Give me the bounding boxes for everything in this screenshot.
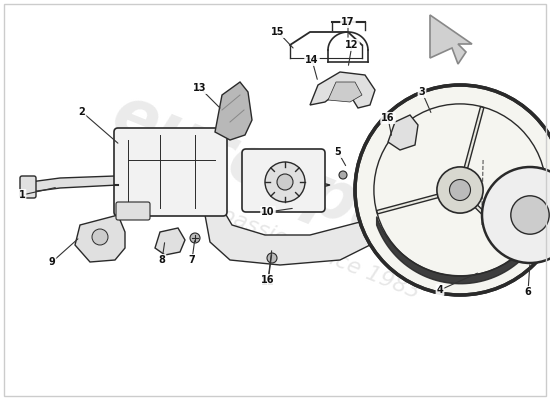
Circle shape <box>355 85 550 295</box>
Circle shape <box>511 196 549 234</box>
Text: 15: 15 <box>271 27 285 37</box>
Text: 7: 7 <box>189 255 195 265</box>
Text: 14: 14 <box>305 55 319 65</box>
Text: 13: 13 <box>193 83 207 93</box>
Circle shape <box>437 167 483 213</box>
Polygon shape <box>155 228 185 255</box>
Polygon shape <box>30 176 118 192</box>
Circle shape <box>449 180 470 200</box>
FancyBboxPatch shape <box>114 128 227 216</box>
FancyBboxPatch shape <box>242 149 325 212</box>
Circle shape <box>267 253 277 263</box>
Text: 1: 1 <box>19 190 25 200</box>
Polygon shape <box>215 82 252 140</box>
Polygon shape <box>388 115 418 150</box>
Polygon shape <box>328 82 362 102</box>
Circle shape <box>277 174 293 190</box>
Polygon shape <box>75 215 125 262</box>
Circle shape <box>92 229 108 245</box>
Circle shape <box>265 162 305 202</box>
Text: 12: 12 <box>345 40 359 50</box>
Text: 2: 2 <box>79 107 85 117</box>
Text: 6: 6 <box>525 287 531 297</box>
Circle shape <box>190 233 200 243</box>
Text: 16: 16 <box>381 113 395 123</box>
Text: 11: 11 <box>261 277 275 287</box>
Text: 8: 8 <box>158 255 166 265</box>
Polygon shape <box>310 72 375 108</box>
Text: 10: 10 <box>261 207 275 217</box>
FancyBboxPatch shape <box>116 202 150 220</box>
Circle shape <box>482 167 550 263</box>
FancyBboxPatch shape <box>20 176 36 198</box>
Text: a passion since 1983: a passion since 1983 <box>197 197 422 303</box>
Circle shape <box>339 171 347 179</box>
Text: 3: 3 <box>419 87 425 97</box>
Text: 9: 9 <box>48 257 56 267</box>
Text: 5: 5 <box>334 147 342 157</box>
Text: 16: 16 <box>261 275 275 285</box>
Text: 4: 4 <box>437 285 443 295</box>
Text: 17: 17 <box>341 17 355 27</box>
Text: eurospares: eurospares <box>102 80 518 300</box>
Polygon shape <box>430 15 472 64</box>
Polygon shape <box>245 180 330 190</box>
Polygon shape <box>205 198 388 265</box>
